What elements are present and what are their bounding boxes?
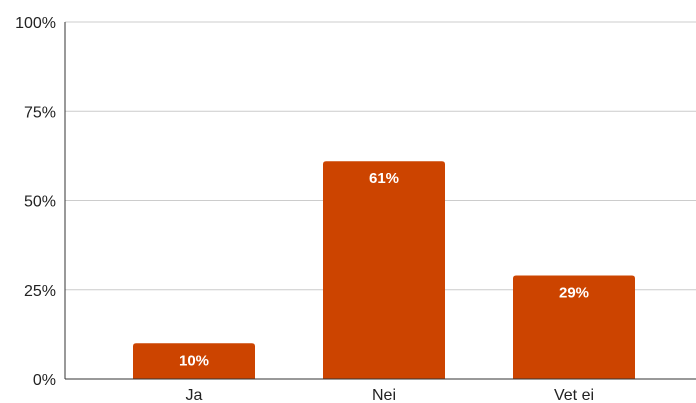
x-tick-label: Nei	[372, 387, 396, 403]
data-label: 29%	[559, 284, 589, 301]
y-tick-label: 50%	[24, 194, 56, 211]
data-label: 10%	[179, 352, 209, 369]
labels: 0% 25% 50% 75% 100% 10% Ja 61% Nei 29% Vet ei	[15, 15, 594, 403]
bar-nei	[323, 161, 445, 379]
y-tick-label: 100%	[15, 15, 56, 32]
y-tick-label: 0%	[33, 372, 56, 389]
data-label: 61%	[369, 170, 399, 187]
y-tick-label: 75%	[24, 104, 56, 121]
y-tick-label: 25%	[24, 283, 56, 300]
x-tick-label: Vet ei	[554, 387, 594, 403]
bars	[133, 161, 635, 379]
axes	[64, 22, 696, 380]
bar-ja	[133, 343, 255, 379]
x-tick-label: Ja	[186, 387, 203, 403]
bar-vet-ei	[513, 275, 635, 379]
